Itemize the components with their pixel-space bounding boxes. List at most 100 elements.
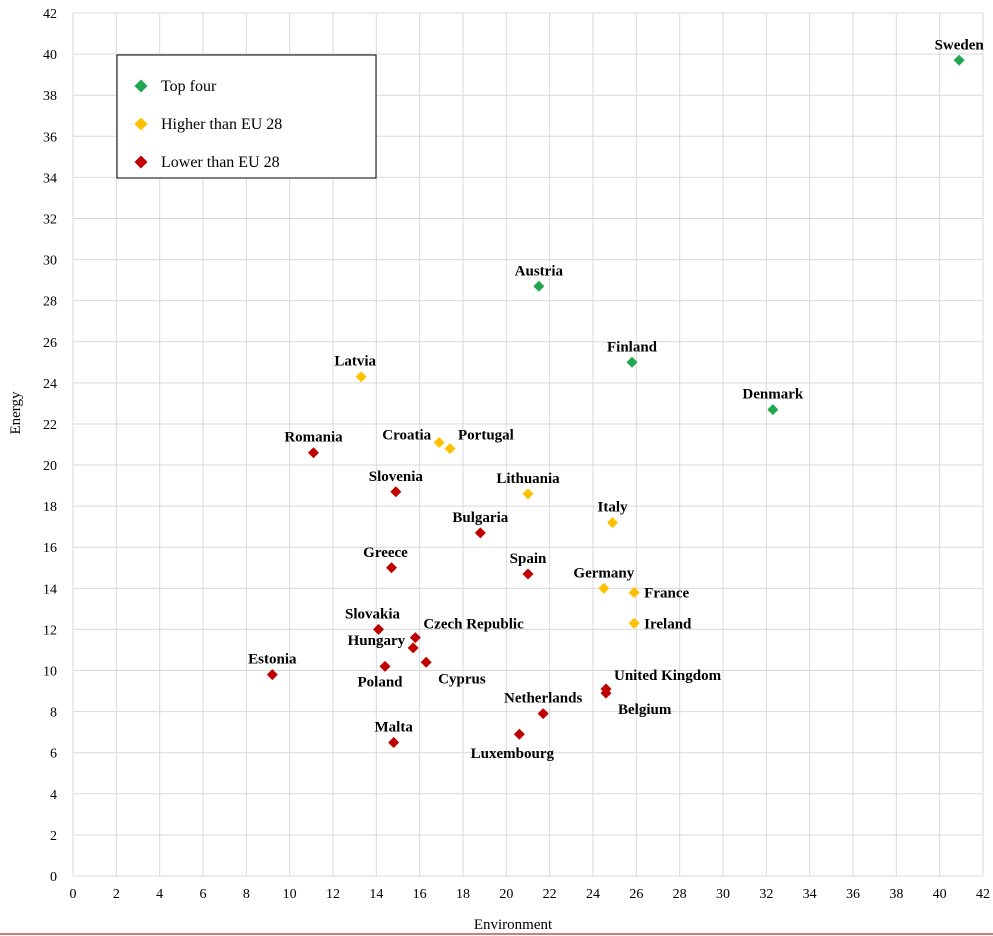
point-label: Estonia <box>248 652 297 668</box>
x-tick-label: 10 <box>283 887 297 902</box>
y-tick-label: 42 <box>43 7 57 22</box>
y-tick-label: 8 <box>50 706 57 721</box>
data-point <box>444 443 456 455</box>
point-label: Germany <box>573 565 634 581</box>
data-point <box>266 669 278 681</box>
point-labels: Sweden Austria Finland Denmark Latvia Croatia… <box>248 37 984 762</box>
legend-label: Higher than EU 28 <box>161 116 282 133</box>
point-label: Finland <box>607 339 658 355</box>
data-point <box>598 582 610 594</box>
x-tick-label: 34 <box>803 887 817 902</box>
point-label: Denmark <box>742 387 803 403</box>
point-label: Slovenia <box>369 469 424 485</box>
legend-marker <box>134 117 148 131</box>
data-point <box>420 656 432 668</box>
data-point <box>386 562 397 574</box>
data-point <box>626 356 638 368</box>
y-tick-label: 28 <box>43 295 57 310</box>
x-tick-label: 14 <box>369 887 383 902</box>
data-point <box>953 54 965 66</box>
data-point <box>533 280 545 292</box>
data-point <box>355 371 367 383</box>
x-tick-label: 0 <box>70 887 77 902</box>
legend-marker <box>134 79 148 93</box>
y-tick-label: 38 <box>43 89 57 104</box>
data-point <box>373 623 384 635</box>
x-tick-label: 42 <box>976 887 990 902</box>
point-label: Sweden <box>935 37 985 53</box>
x-tick-label: 38 <box>889 887 903 902</box>
point-label: Czech Republic <box>423 617 524 633</box>
data-point <box>628 617 640 629</box>
x-tick-label: 28 <box>673 887 687 902</box>
y-tick-label: 40 <box>43 48 57 63</box>
x-tick-label: 16 <box>413 887 427 902</box>
axis-ticks: 0 2 4 6 8 10 12 14 16 18 20 22 24 26 28 30 32 34 36 38 40 420… <box>43 7 990 902</box>
point-label: Portugal <box>458 428 514 444</box>
x-tick-label: 2 <box>113 887 120 902</box>
x-tick-label: 12 <box>326 887 340 902</box>
y-tick-label: 24 <box>43 377 57 392</box>
x-tick-label: 24 <box>586 887 600 902</box>
y-tick-label: 4 <box>50 788 57 803</box>
y-tick-label: 14 <box>43 582 57 597</box>
point-label: Cyprus <box>438 671 486 687</box>
x-tick-label: 36 <box>846 887 860 902</box>
data-point <box>537 708 549 720</box>
x-tick-label: 32 <box>759 887 773 902</box>
y-tick-label: 20 <box>43 459 57 474</box>
y-tick-label: 12 <box>43 623 57 638</box>
point-label: Croatia <box>382 427 431 443</box>
point-label: France <box>644 585 689 601</box>
y-axis-title: Energy <box>8 391 24 435</box>
data-point <box>628 586 640 598</box>
x-tick-label: 40 <box>933 887 947 902</box>
data-point <box>513 728 525 740</box>
data-point <box>600 687 612 699</box>
data-point <box>433 436 445 448</box>
y-tick-label: 26 <box>43 336 57 351</box>
x-tick-label: 30 <box>716 887 730 902</box>
legend-box <box>116 54 377 179</box>
y-tick-label: 30 <box>43 254 57 269</box>
data-point <box>607 517 618 529</box>
y-tick-label: 6 <box>50 747 57 762</box>
x-tick-label: 8 <box>243 887 250 902</box>
point-label: Bulgaria <box>452 510 508 526</box>
data-point <box>390 486 402 498</box>
data-point <box>474 527 486 539</box>
point-label: Spain <box>510 551 547 567</box>
x-tick-label: 4 <box>156 887 163 902</box>
data-points <box>266 54 965 748</box>
point-label: Lithuania <box>496 471 560 487</box>
legend-label: Top four <box>161 78 217 95</box>
point-label: Netherlands <box>504 691 582 707</box>
data-point <box>522 488 534 500</box>
y-tick-label: 36 <box>43 130 57 145</box>
point-label: Poland <box>357 674 403 690</box>
x-tick-label: 20 <box>499 887 513 902</box>
y-tick-label: 22 <box>43 418 57 433</box>
point-label: Ireland <box>644 616 692 632</box>
data-point <box>388 736 400 748</box>
y-tick-label: 0 <box>50 870 57 885</box>
x-tick-label: 6 <box>200 887 207 902</box>
y-tick-label: 34 <box>43 171 57 186</box>
data-point <box>409 632 421 644</box>
legend-marker <box>134 155 148 169</box>
data-point <box>379 660 391 672</box>
point-label: United Kingdom <box>614 668 722 684</box>
legend-label: Lower than EU 28 <box>161 154 280 171</box>
point-label: Malta <box>375 719 414 735</box>
point-label: Latvia <box>334 354 376 370</box>
y-tick-label: 16 <box>43 541 57 556</box>
point-label: Belgium <box>618 702 672 718</box>
y-tick-label: 18 <box>43 500 57 515</box>
x-axis-title: Environment <box>474 917 553 933</box>
data-point <box>308 447 319 459</box>
x-tick-label: 22 <box>543 887 557 902</box>
data-point <box>767 404 779 416</box>
data-point <box>522 568 534 580</box>
point-label: Greece <box>363 545 408 561</box>
